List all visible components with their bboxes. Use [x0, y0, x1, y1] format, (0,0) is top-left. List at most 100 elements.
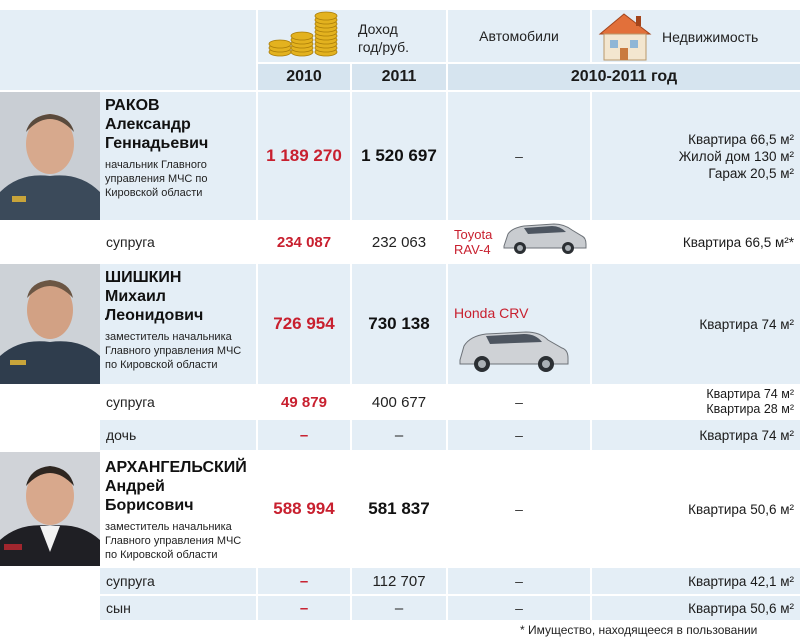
cars-cell: – [448, 568, 590, 594]
property-item: Квартира 50,6 м² [688, 501, 794, 517]
cars-value: – [515, 573, 523, 589]
property-item: Квартира 42,1 м² [688, 573, 794, 589]
property-item: Квартира 66,5 м²* [682, 234, 794, 250]
income-2010-value: 588 994 [273, 499, 335, 518]
income-2011-value: 112 707 [372, 572, 426, 590]
person-cell: ШИШКИН Михаил Леонидович заместитель нач… [0, 264, 256, 384]
person-patronymic: Борисович [105, 497, 194, 514]
year-2011: 2011 [352, 64, 446, 90]
suv-icon [503, 223, 587, 254]
person-firstname: Александр [105, 116, 191, 133]
portrait-shishkin [0, 264, 100, 384]
car-make: Toyota [454, 227, 493, 242]
car-name: Toyota RAV-4 [454, 227, 492, 257]
property-item: Гараж 20,5 м² [708, 165, 794, 181]
cars-cell: – [448, 420, 590, 450]
income-2011: 730 138 [352, 264, 446, 384]
house-icon [598, 13, 652, 61]
relative-label: сын [100, 596, 256, 620]
property-header-label: Недвижимость [662, 29, 759, 45]
income-2010-value: 1 189 270 [266, 146, 342, 165]
income-2010-value: 234 087 [276, 233, 332, 251]
cars-value: – [515, 394, 523, 410]
header-income: Доход год/руб. [258, 10, 446, 62]
income-2010-value: 49 879 [281, 393, 327, 411]
income-2010: – [258, 420, 350, 450]
income-2010: – [258, 596, 350, 620]
header-property: Недвижимость [592, 10, 800, 62]
property-item: Квартира 74 м² [699, 427, 794, 443]
cars-cell: – [448, 386, 590, 418]
cars-cell: Honda CRV [448, 264, 590, 384]
relative-label: супруга [100, 568, 256, 594]
relative-label: супруга [100, 222, 256, 262]
property-item: Квартира 28 м² [706, 402, 794, 416]
income-2010: – [258, 568, 350, 594]
income-header-label: Доход год/руб. [358, 21, 410, 55]
income-2011-value: 400 677 [371, 393, 427, 411]
cars-header-label: Автомобили [479, 28, 559, 44]
income-2010: 1 189 270 [258, 92, 350, 220]
income-2011-value: – [394, 426, 404, 444]
portrait-arkhangelsky [0, 452, 100, 566]
property-cell: Квартира 74 м² [592, 264, 800, 384]
car-model: RAV-4 [454, 242, 491, 257]
relative-label: дочь [100, 420, 256, 450]
person-position: заместитель начальника Главного управлен… [105, 331, 242, 371]
property-item: Квартира 74 м² [706, 387, 794, 401]
income-2011: 581 837 [352, 452, 446, 566]
income-2011-value: – [394, 599, 404, 617]
portrait-rakov [0, 92, 100, 220]
cars-value: – [515, 600, 523, 616]
person-surname: РАКОВ [105, 97, 160, 114]
property-cell: Квартира 74 м² Квартира 28 м² [592, 386, 800, 418]
year-2010: 2010 [258, 64, 350, 90]
relative-label: супруга [100, 386, 256, 418]
income-2010: 49 879 [258, 386, 350, 418]
income-2011: – [352, 596, 446, 620]
cars-value: – [515, 501, 523, 517]
person-surname: АРХАНГЕЛЬСКИЙ [105, 459, 247, 476]
person-patronymic: Геннадьевич [105, 135, 209, 152]
property-cell: Квартира 50,6 м² [592, 596, 800, 620]
footnote: * Имущество, находящееся в пользовании [520, 623, 758, 637]
property-cell: Квартира 50,6 м² [592, 452, 800, 566]
property-cell: Квартира 66,5 м² Жилой дом 130 м² Гараж … [592, 92, 800, 220]
header-corner [0, 10, 256, 90]
person-cell: РАКОВ Александр Геннадьевич начальник Гл… [0, 92, 256, 220]
person-position: заместитель начальника Главного управлен… [105, 521, 242, 561]
income-2011-value: 581 837 [368, 499, 430, 518]
property-cell: Квартира 42,1 м² [592, 568, 800, 594]
income-2011-value: 1 520 697 [361, 146, 437, 165]
person-position: начальник Главного управления МЧС по Кир… [105, 159, 208, 199]
person-firstname: Андрей [105, 478, 165, 495]
property-cell: Квартира 66,5 м²* [592, 222, 800, 262]
income-2010-value: 726 954 [273, 314, 335, 333]
car-name: Honda CRV [454, 305, 529, 321]
income-2011: 112 707 [352, 568, 446, 594]
income-2010: 234 087 [258, 222, 350, 262]
cars-value: – [515, 427, 523, 443]
suv-icon [459, 331, 569, 372]
property-item: Квартира 74 м² [699, 316, 794, 332]
income-2010: 588 994 [258, 452, 350, 566]
income-2011: 1 520 697 [352, 92, 446, 220]
period-label: 2010-2011 год [448, 64, 800, 90]
property-item: Квартира 66,5 м² [688, 131, 794, 147]
income-2011: 232 063 [352, 222, 446, 262]
cars-value: – [515, 148, 523, 164]
person-cell: АРХАНГЕЛЬСКИЙ Андрей Борисович заместите… [0, 452, 256, 566]
income-2011: – [352, 420, 446, 450]
header-cars: Автомобили [448, 10, 590, 62]
person-firstname: Михаил [105, 288, 166, 305]
income-2010-value: – [299, 599, 309, 617]
cars-cell: – [448, 452, 590, 566]
income-2010: 726 954 [258, 264, 350, 384]
income-2010-value: – [299, 572, 309, 590]
coins-icon [268, 11, 338, 57]
cars-cell: – [448, 596, 590, 620]
person-surname: ШИШКИН [105, 269, 182, 286]
property-item: Жилой дом 130 м² [678, 148, 794, 164]
income-2011-value: 232 063 [371, 233, 427, 251]
